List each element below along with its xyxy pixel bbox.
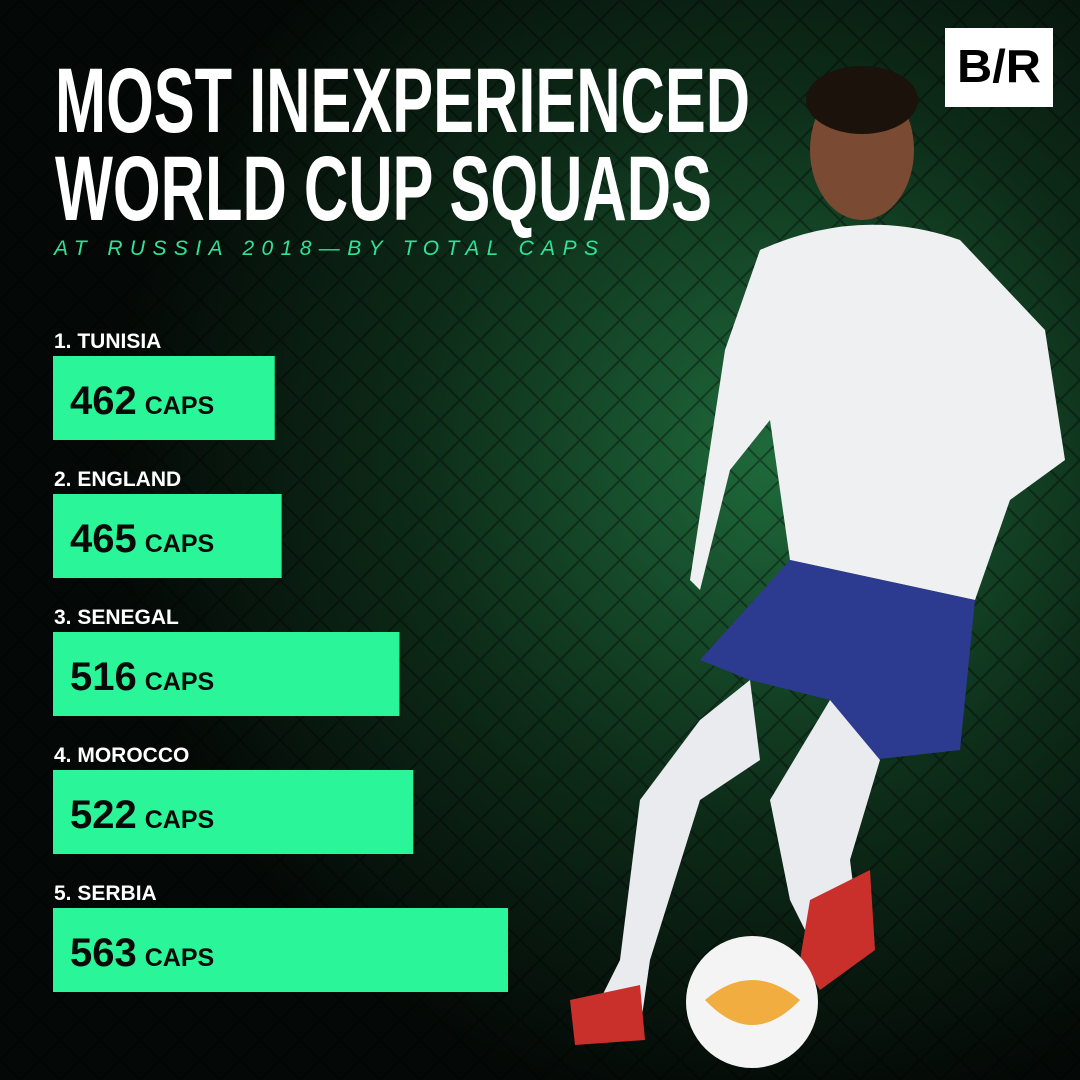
chart-title: WORLD CUP SQUADS: [55, 138, 712, 240]
logo-text: B/R: [957, 40, 1041, 92]
category-label: 1. TUNISIA: [54, 330, 161, 353]
player-illustration: [570, 66, 1065, 1068]
value-label: 563 CAPS: [70, 931, 214, 975]
category-label: 2. ENGLAND: [54, 468, 181, 491]
value-unit: CAPS: [145, 944, 214, 972]
bar: [53, 908, 508, 992]
category-label: 3. SENEGAL: [54, 606, 179, 629]
value-unit: CAPS: [145, 806, 214, 834]
category-label: 5. SERBIA: [54, 882, 157, 905]
value-label: 462 CAPS: [70, 379, 214, 423]
bar: [53, 356, 275, 440]
bar: [53, 632, 400, 716]
value-unit: CAPS: [145, 392, 214, 420]
category-label: 4. MOROCCO: [54, 744, 189, 767]
value-number: 563: [70, 931, 137, 975]
value-number: 462: [70, 379, 137, 423]
bar: [53, 770, 414, 854]
logo: B/R: [945, 28, 1053, 107]
value-number: 516: [70, 655, 137, 699]
logo-box: [945, 28, 1053, 107]
value-unit: CAPS: [145, 530, 214, 558]
value-unit: CAPS: [145, 668, 214, 696]
chart-title: MOST INEXPERIENCED: [55, 50, 750, 152]
value-number: 465: [70, 517, 137, 561]
value-label: 516 CAPS: [70, 655, 214, 699]
bar: [53, 494, 282, 578]
value-number: 522: [70, 793, 137, 837]
value-label: 465 CAPS: [70, 517, 214, 561]
value-label: 522 CAPS: [70, 793, 214, 837]
